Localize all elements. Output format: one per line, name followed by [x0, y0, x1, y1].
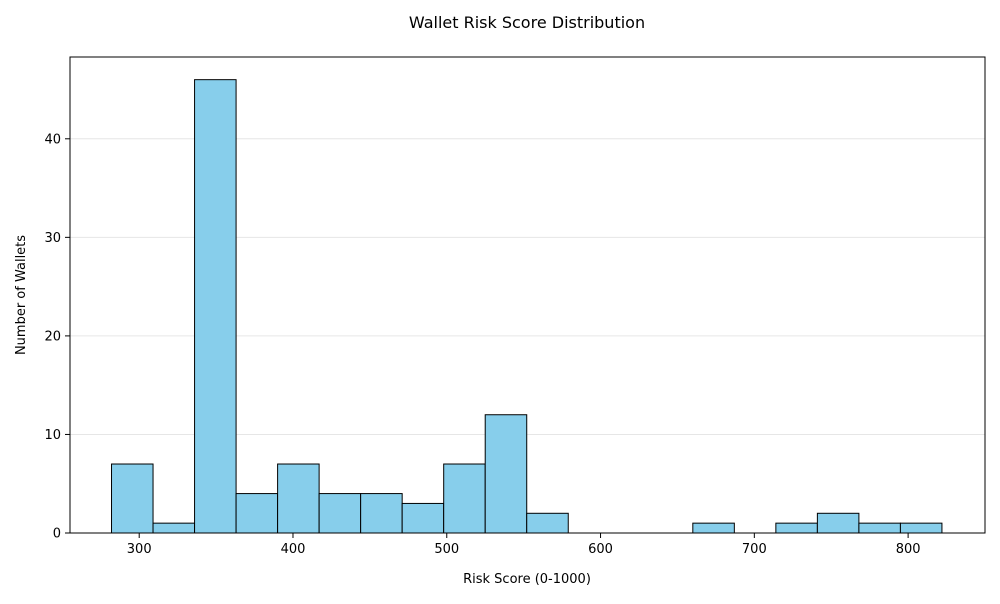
y-tick-label: 0 [53, 527, 61, 542]
histogram-bar [111, 463, 154, 534]
chart-title: Wallet Risk Score Distribution [409, 13, 645, 32]
histogram-bar [235, 493, 279, 534]
x-tick-label: 600 [588, 542, 613, 557]
histogram-bar [816, 512, 860, 534]
y-tick-label: 30 [44, 231, 61, 246]
histogram-bar [443, 463, 486, 534]
histogram-bar [484, 414, 528, 534]
histogram-bar [360, 493, 403, 534]
plot-area-frame [69, 56, 986, 534]
histogram-bar [318, 493, 362, 534]
x-tick-label: 400 [281, 542, 306, 557]
histogram-bar [899, 522, 943, 534]
x-axis-label: Risk Score (0-1000) [463, 572, 591, 587]
y-axis: 0 10 20 30 40 [44, 132, 70, 542]
y-tick-label: 20 [44, 329, 61, 344]
histogram-bar [692, 522, 735, 534]
histogram-bar [526, 512, 569, 534]
x-tick-label: 800 [896, 542, 921, 557]
histogram-bar [775, 522, 818, 534]
histogram-bar [277, 463, 320, 534]
y-tick-label: 40 [44, 132, 61, 147]
x-tick-label: 300 [127, 542, 152, 557]
x-tick-label: 700 [742, 542, 767, 557]
x-tick-label: 500 [434, 542, 459, 557]
histogram-bar [194, 79, 237, 534]
histogram-bars [111, 79, 943, 534]
y-axis-label: Number of Wallets [14, 235, 29, 355]
histogram-bar [152, 522, 196, 534]
histogram-bar [858, 522, 901, 534]
histogram-bar [401, 502, 445, 534]
y-tick-label: 10 [44, 428, 61, 443]
x-axis: 300 400 500 600 700 800 [127, 533, 921, 557]
